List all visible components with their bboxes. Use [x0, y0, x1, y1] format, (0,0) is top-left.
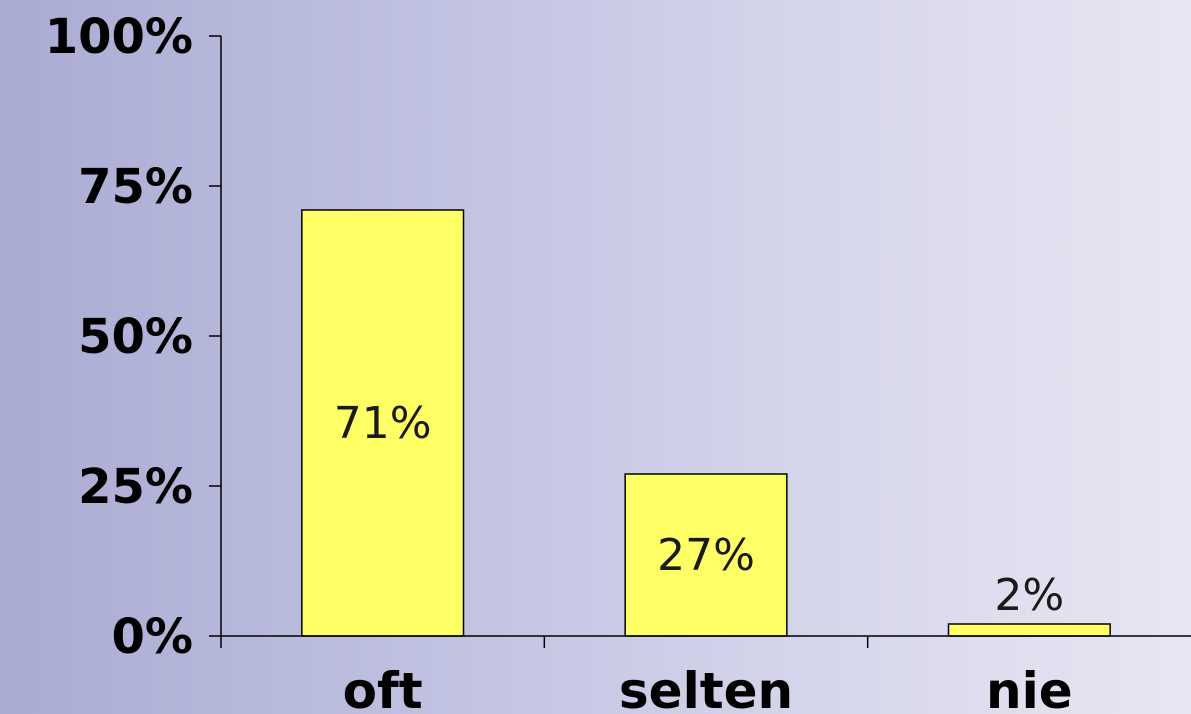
data-label: 2%	[994, 570, 1064, 621]
y-axis-ticks: 0% 25% 50% 75% 100%	[45, 9, 221, 665]
x-category-label: selten	[619, 662, 793, 714]
x-category-label: oft	[343, 662, 423, 714]
y-tick-label: 0%	[112, 609, 194, 665]
y-tick-label: 25%	[78, 459, 193, 515]
data-label: 27%	[657, 530, 755, 581]
x-category-label: nie	[986, 662, 1073, 714]
bars: 71% 27% 2%	[301, 209, 1111, 637]
bar-oft	[301, 209, 465, 637]
bar-nie	[947, 623, 1111, 637]
y-tick-label: 75%	[78, 159, 193, 215]
y-tick-label: 50%	[78, 309, 193, 365]
y-tick-label: 100%	[45, 9, 193, 65]
x-axis-ticks: oft selten nie	[220, 636, 1073, 714]
data-label: 71%	[334, 398, 432, 449]
